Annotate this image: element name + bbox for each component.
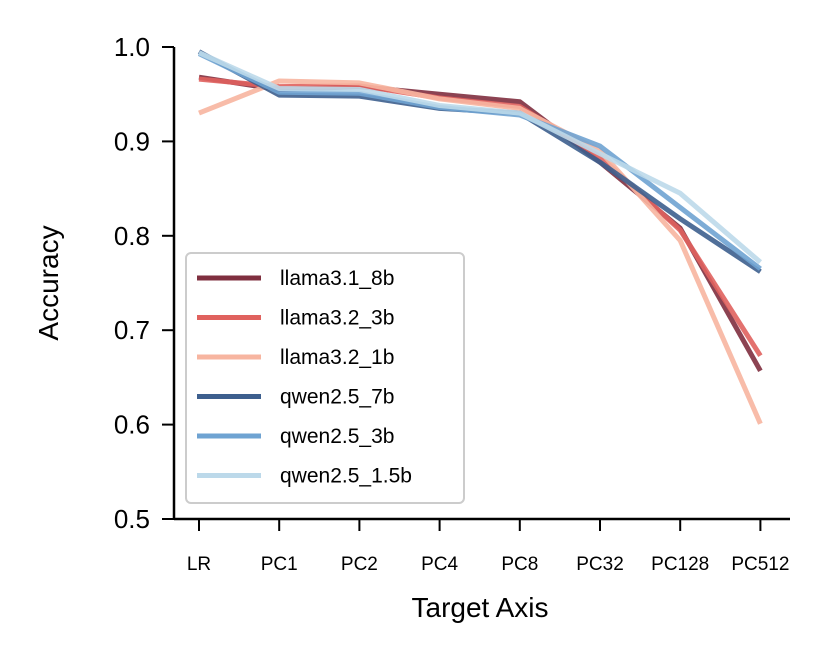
legend: llama3.1_8b llama3.2_3b llama3.2_1b qwen2.5… — [185, 252, 465, 504]
y-tick-label: 0.8 — [114, 221, 150, 251]
series-lines — [197, 49, 763, 425]
legend-label: llama3.2_3b — [280, 307, 394, 330]
x-tick-label: LR — [187, 554, 211, 575]
legend-label: llama3.2_1b — [280, 346, 394, 369]
x-tick-label: PC2 — [341, 554, 378, 575]
x-tick-label: PC4 — [421, 554, 458, 575]
x-tick-label: PC512 — [731, 554, 789, 575]
y-tick-label: 0.9 — [114, 126, 150, 156]
series-line-llama3.2_1b — [198, 78, 763, 425]
axes — [172, 47, 790, 521]
legend-label: qwen2.5_7b — [280, 386, 394, 409]
x-axis-label: Target Axis — [412, 592, 549, 623]
legend-label: qwen2.5_1.5b — [280, 465, 412, 488]
series-line-qwen2.5_1.5b — [197, 50, 763, 265]
x-tick-label: PC128 — [651, 554, 709, 575]
y-tick-label: 0.7 — [114, 315, 150, 345]
x-tick-label: PC1 — [261, 554, 298, 575]
y-axis-label: Accuracy — [33, 225, 64, 340]
y-ticks: 0.5 0.6 0.7 0.8 0.9 1.0 — [114, 32, 174, 534]
x-tick-label: PC8 — [501, 554, 538, 575]
x-ticks: LR PC1 PC2 PC4 PC8 PC32 PC128 PC512 — [187, 519, 789, 575]
legend-label: llama3.1_8b — [280, 267, 394, 290]
legend-items: llama3.1_8b llama3.2_3b llama3.2_1b qwen2.5… — [197, 267, 412, 488]
legend-label: qwen2.5_3b — [280, 425, 394, 448]
x-tick-label: PC32 — [576, 554, 624, 575]
y-tick-label: 0.6 — [114, 410, 150, 440]
y-tick-label: 0.5 — [114, 504, 150, 534]
y-tick-label: 1.0 — [114, 32, 150, 62]
